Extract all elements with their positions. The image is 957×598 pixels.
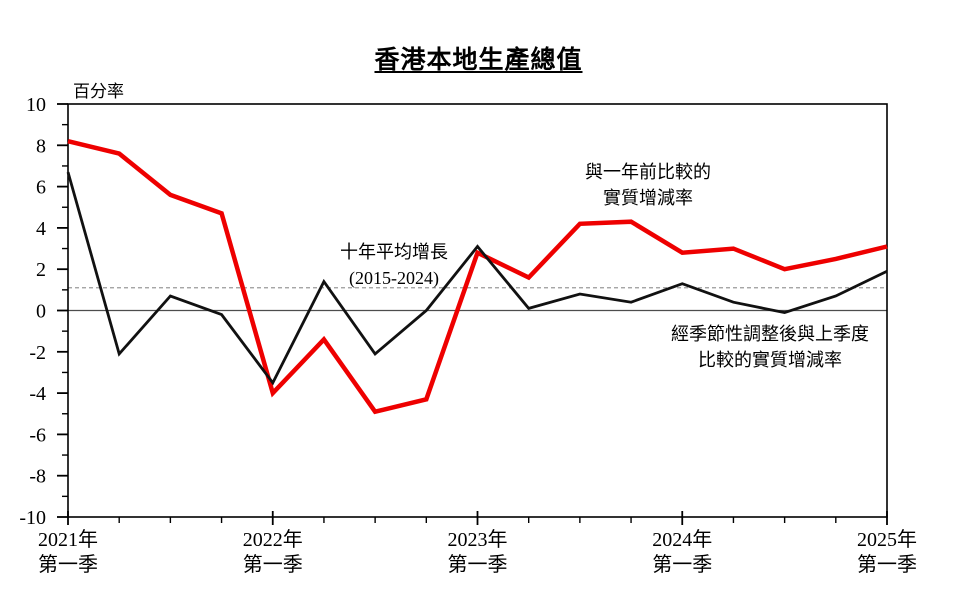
x-axis-quarter-label: 第一季	[448, 553, 508, 576]
chart-title: 香港本地生產總值	[374, 47, 583, 74]
y-axis-tick-label: 4	[36, 218, 46, 240]
x-axis-year-label: 2023年	[448, 528, 508, 551]
x-axis-year-label: 2024年	[652, 528, 712, 551]
y-axis-tick-label: -10	[19, 507, 46, 529]
annotation-ten-year-label: (2015-2024)	[349, 268, 439, 289]
y-axis-tick-label: -4	[29, 383, 46, 405]
y-axis-tick-label: -8	[29, 466, 46, 488]
y-axis-tick-label: -2	[29, 342, 46, 364]
y-axis-tick-label: 10	[26, 94, 46, 116]
qoq-series-line	[66, 171, 888, 386]
y-axis-tick-label: -6	[29, 424, 46, 446]
y-axis-tick-label: 6	[36, 177, 46, 199]
x-axis-quarter-label: 第一季	[243, 553, 303, 576]
x-axis-quarter-label: 第一季	[652, 553, 712, 576]
yoy-series-line	[67, 139, 888, 415]
x-axis-year-label: 2025年	[857, 528, 917, 551]
y-axis-tick-label: 2	[36, 259, 46, 281]
annotation-ten-year-label: 十年平均增長	[340, 242, 448, 262]
x-axis-year-label: 2022年	[243, 528, 303, 551]
x-axis-quarter-label: 第一季	[857, 553, 917, 576]
annotation-qoq-label: 比較的實質增減率	[698, 350, 842, 370]
annotation-yoy-label: 實質增減率	[603, 188, 693, 208]
y-axis-tick-label: 8	[36, 135, 46, 157]
x-axis-year-label: 2021年	[38, 528, 98, 551]
y-axis-unit-label: 百分率	[73, 82, 124, 101]
annotation-qoq-label: 經季節性調整後與上季度	[671, 324, 869, 344]
annotation-yoy-label: 與一年前比較的	[585, 162, 711, 182]
y-axis-tick-label: 0	[36, 301, 46, 323]
x-axis-quarter-label: 第一季	[38, 553, 98, 576]
